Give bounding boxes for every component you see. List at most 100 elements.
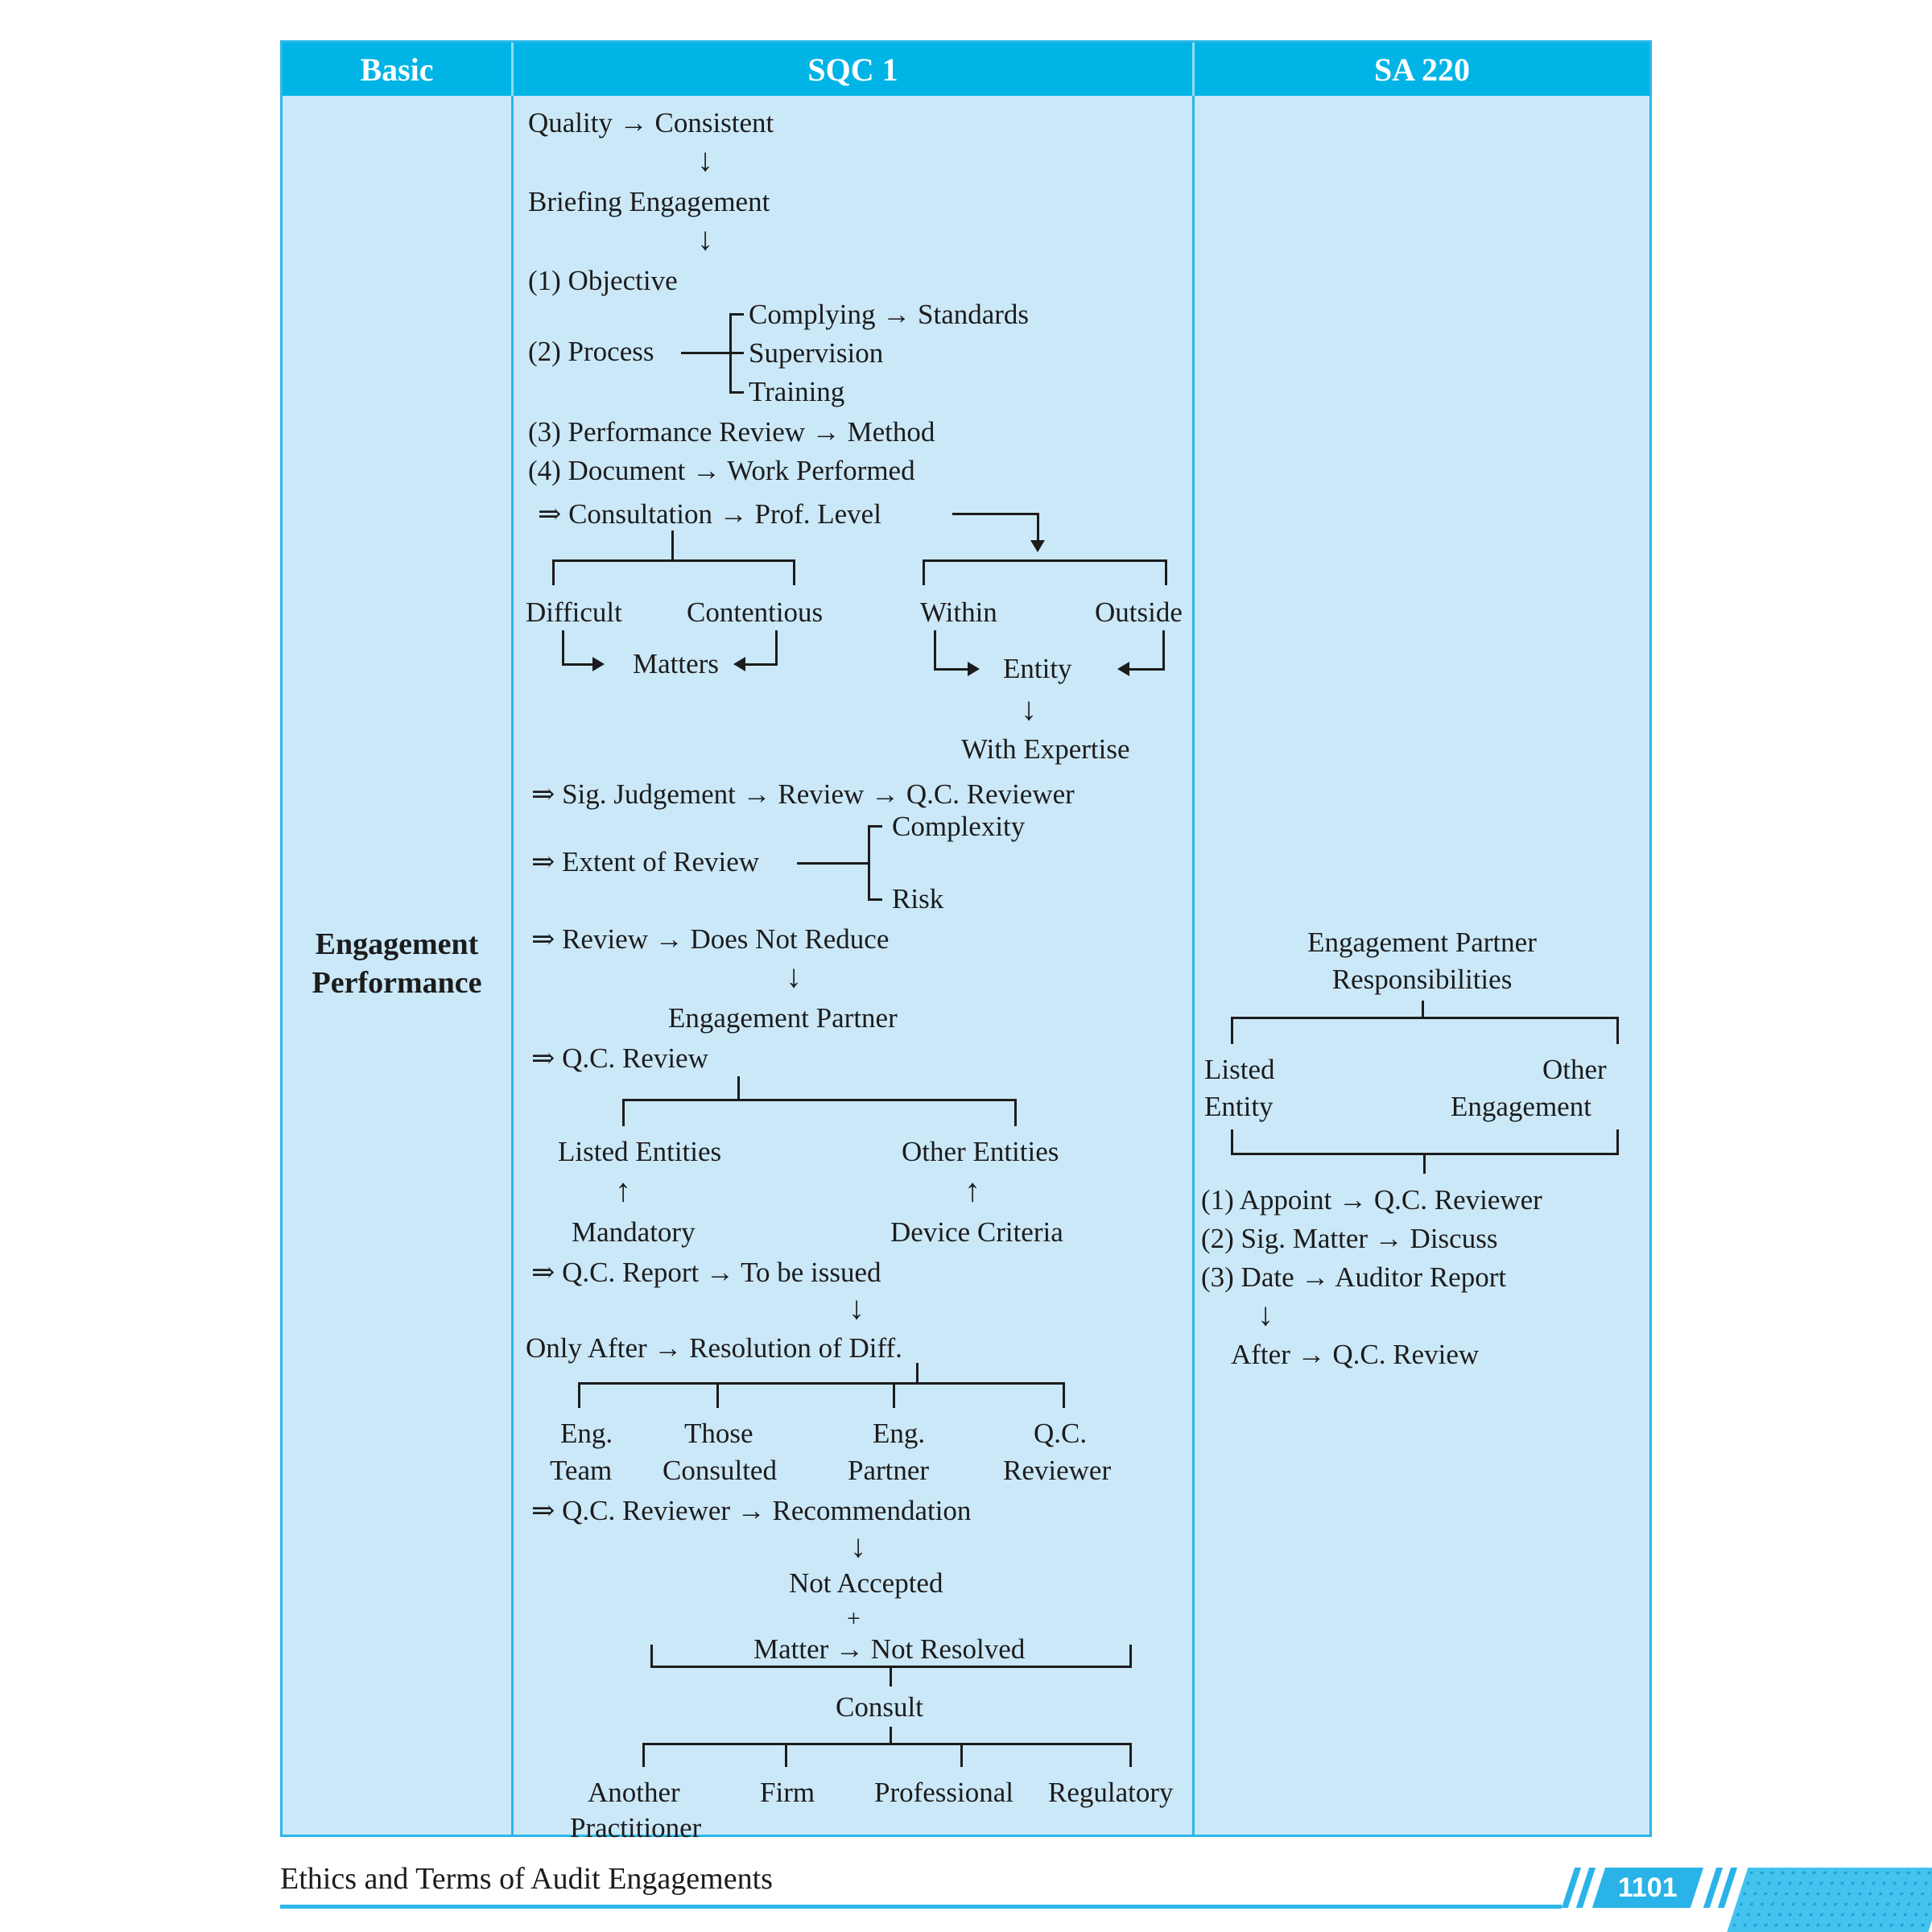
outside-node: Outside xyxy=(1095,597,1183,628)
sa220-listed-line2: Entity xyxy=(1204,1091,1274,1122)
arrowhead-left xyxy=(733,657,745,671)
connector-line xyxy=(934,630,936,671)
arrowhead-right xyxy=(592,657,605,671)
connector-line xyxy=(562,630,564,666)
engagement-partner-node: Engagement Partner xyxy=(668,1002,898,1034)
briefing-node: Briefing Engagement xyxy=(528,186,770,217)
connector-line xyxy=(1162,630,1165,671)
connector-line xyxy=(868,825,882,828)
row-label: Engagement Performance xyxy=(312,927,482,1000)
entity-node: Entity xyxy=(1003,653,1072,684)
matter-not-resolved-node: Matter → Not Resolved xyxy=(753,1633,1026,1665)
qc-recommendation-node: ⇒ Q.C. Reviewer → Recommendation xyxy=(531,1495,972,1526)
down-arrow: ↓ xyxy=(1257,1296,1274,1332)
plus-sign: + xyxy=(847,1605,861,1632)
connector-line xyxy=(681,352,729,354)
connector-line xyxy=(745,663,778,666)
sa220-item-1: (1) Appoint → Q.C. Reviewer xyxy=(1201,1184,1542,1216)
extent-branch-risk: Risk xyxy=(892,883,944,914)
party-eng-team-1: Eng. xyxy=(560,1418,613,1449)
sa220-other-line2: Engagement xyxy=(1451,1091,1591,1122)
connector-line xyxy=(890,1666,892,1686)
connector-line xyxy=(729,391,744,394)
only-after-node: Only After → Resolution of Diff. xyxy=(526,1332,902,1364)
party-eng-team-2: Team xyxy=(550,1455,613,1486)
consult-node: Consult xyxy=(836,1691,923,1723)
consult-option-regulatory: Regulatory xyxy=(1048,1777,1174,1808)
connector-line xyxy=(552,559,555,585)
connector-line xyxy=(671,530,674,561)
connector-line xyxy=(622,1099,1017,1101)
connector-line xyxy=(1129,1645,1132,1667)
connector-line xyxy=(1616,1129,1619,1155)
down-arrow: ↓ xyxy=(848,1290,865,1326)
sig-judgement-node: ⇒ Sig. Judgement → Review → Q.C. Reviewe… xyxy=(531,778,1075,810)
arrowhead-right xyxy=(968,662,980,676)
with-expertise-node: With Expertise xyxy=(961,733,1130,765)
down-arrow: ↓ xyxy=(850,1528,866,1564)
connector-line xyxy=(622,1099,625,1126)
extent-branch-complexity: Complexity xyxy=(892,811,1026,842)
up-arrow: ↑ xyxy=(615,1172,631,1208)
listed-entities-node: Listed Entities xyxy=(558,1136,722,1167)
party-eng-partner-2: Partner xyxy=(848,1455,930,1486)
connector-line xyxy=(1063,1382,1065,1408)
connector-line xyxy=(1129,1743,1132,1767)
connector-line xyxy=(960,1743,963,1767)
connector-line xyxy=(650,1645,653,1667)
connector-line xyxy=(1231,1017,1619,1019)
process-branch-supervision: Supervision xyxy=(749,337,884,369)
connector-line xyxy=(578,1382,1065,1385)
table-header-row: Basic SQC 1 SA 220 xyxy=(283,43,1649,96)
sa220-after-node: After → Q.C. Review xyxy=(1231,1339,1480,1370)
document-node: (4) Document → Work Performed xyxy=(528,455,915,486)
mandatory-node: Mandatory xyxy=(572,1216,696,1248)
sa220-listed-line1: Listed xyxy=(1204,1054,1275,1085)
table-body: Engagement Performance Quality → Consist… xyxy=(283,96,1649,1843)
device-criteria-node: Device Criteria xyxy=(890,1216,1063,1248)
connector-line xyxy=(868,825,870,901)
connector-line xyxy=(729,313,744,316)
connector-line xyxy=(916,1363,919,1384)
connector-line xyxy=(1616,1017,1619,1044)
connector-line xyxy=(1037,513,1039,543)
sa220-title-line2: Responsibilities xyxy=(1331,964,1513,995)
connector-line xyxy=(642,1743,645,1767)
connector-line xyxy=(785,1743,787,1767)
sa220-other-line1: Other xyxy=(1542,1054,1607,1085)
not-accepted-node: Not Accepted xyxy=(789,1567,943,1599)
connector-line xyxy=(1129,668,1165,671)
connector-line xyxy=(923,559,925,585)
down-arrow: ↓ xyxy=(786,958,802,994)
process-branch-training: Training xyxy=(749,376,845,407)
connector-line xyxy=(793,559,795,585)
consult-option-professional: Professional xyxy=(874,1777,1014,1808)
connector-line xyxy=(1231,1129,1233,1155)
consultation-node: ⇒ Consultation → Prof. Level xyxy=(538,498,881,530)
quality-node: Quality → Consistent xyxy=(528,107,774,138)
arrowhead-left xyxy=(1117,662,1129,676)
connector-line xyxy=(1423,1153,1426,1174)
party-qc-1: Q.C. xyxy=(1034,1418,1088,1449)
performance-review-node: (3) Performance Review → Method xyxy=(528,416,935,448)
connector-line xyxy=(868,898,882,901)
connector-line xyxy=(893,1382,895,1408)
party-those-2: Consulted xyxy=(663,1455,777,1486)
connector-line xyxy=(1422,1001,1424,1018)
other-entities-node: Other Entities xyxy=(902,1136,1059,1167)
consult-option-another: Another xyxy=(588,1777,680,1808)
connector-line xyxy=(737,1076,740,1100)
party-eng-partner-1: Eng. xyxy=(873,1418,926,1449)
connector-line xyxy=(729,352,744,354)
sa220-item-3: (3) Date → Auditor Report xyxy=(1201,1261,1507,1293)
connector-line xyxy=(934,668,969,671)
up-arrow: ↑ xyxy=(964,1172,980,1208)
process-node: (2) Process xyxy=(528,336,654,367)
down-arrow: ↓ xyxy=(697,221,713,257)
connector-line xyxy=(797,862,868,865)
connector-line xyxy=(716,1382,719,1408)
contentious-node: Contentious xyxy=(687,597,824,628)
objective-node: (1) Objective xyxy=(528,265,678,296)
consult-option-practitioner: Practitioner xyxy=(570,1812,702,1843)
